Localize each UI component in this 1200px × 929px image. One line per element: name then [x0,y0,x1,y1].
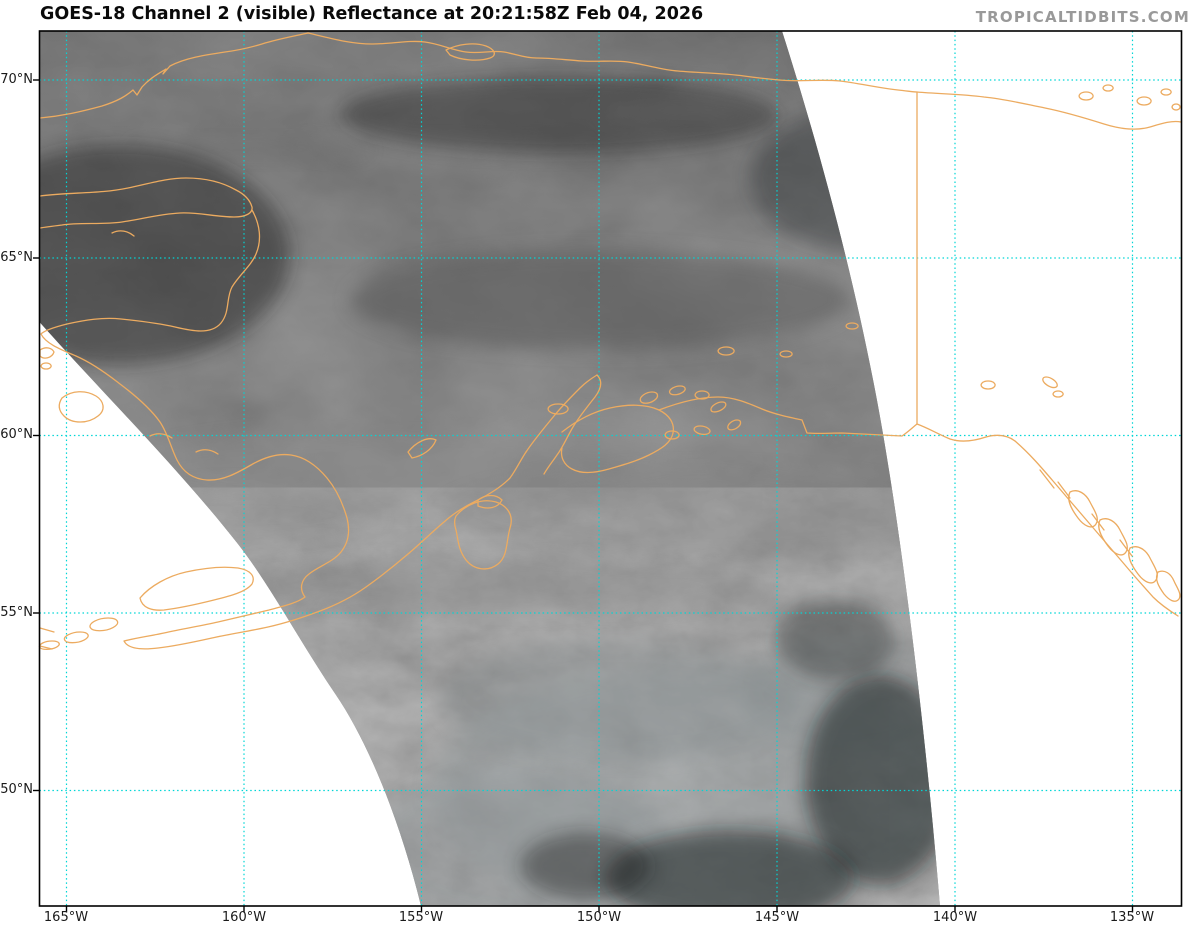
island-pws-4 [710,401,727,413]
coastline-gulf-coast [658,396,1016,442]
coastline-overlay [38,32,1182,651]
lon-tick-label-160w: 160°W [221,910,267,925]
island-panhandle-4 [1155,570,1181,602]
watermark: TROPICALTIDBITS.COM [975,8,1190,26]
island-pws-7 [664,430,680,440]
coastline-arctic-mid [307,32,780,81]
fjord-2 [1057,481,1071,499]
island-panhandle-1 [1068,490,1098,528]
axis-ticks [33,79,1134,913]
island-arctic-3 [1136,96,1152,106]
island-aleutian-edge-2 [39,645,53,650]
fjord-4 [1119,539,1133,557]
coastline-arctic-east [778,79,1182,130]
lat-tick-label-70n: 70°N [0,72,33,87]
island-pws-5 [727,419,742,431]
satellite-swath [39,31,940,906]
coastline-west-alaska [40,209,527,650]
lat-tick-label-60n: 60°N [0,427,33,442]
lon-tick-label-165w: 165°W [43,910,89,925]
coastline-seward-peninsula [39,177,253,229]
lake-2 [779,350,793,358]
island-se-3 [1052,390,1064,398]
island-pws-6 [693,425,711,436]
page-title: GOES-18 Channel 2 (visible) Reflectance … [40,4,704,24]
island-panhandle-2 [1098,518,1128,556]
lon-tick-label-145w: 145°W [754,910,800,925]
lon-tick-label-140w: 140°W [932,910,978,925]
coastline-arctic-lagoon [445,43,495,61]
coastline-cook-inlet-west [525,374,598,453]
lon-tick-label-155w: 155°W [398,910,444,925]
island-aleutian-edge-1 [39,627,55,633]
lake-iliamna [547,403,569,415]
delta-detail-1 [149,433,173,439]
lake-3 [845,322,859,330]
lake-1 [717,346,735,356]
island-nunivak [58,391,104,423]
island-afognak [477,494,503,509]
lat-tick-label-65n: 65°N [0,250,33,265]
fjord-3 [1091,513,1105,531]
island-pws-2 [668,385,686,396]
island-unimak [139,566,254,611]
island-stlawrence-1 [39,347,55,359]
lat-tick-label-55n: 55°N [0,605,33,620]
island-aleutian-1 [89,617,119,632]
island-arctic-1 [1078,91,1094,101]
island-arctic-4 [1160,88,1172,96]
lon-tick-label-135w: 135°W [1109,910,1155,925]
fjord-1 [1039,469,1055,489]
island-se-2 [1042,376,1058,389]
island-stlawrence-2 [40,362,52,370]
plot-border [38,30,1183,907]
island-pws-1 [639,391,659,404]
coastline-cook-inlet-east [543,374,602,475]
island-aleutian-2 [63,631,89,644]
island-arctic-2 [1102,84,1114,92]
island-kodiak [453,500,512,570]
island-pws-3 [694,390,710,400]
delta-detail-2 [195,449,219,455]
island-aleutian-3 [38,640,60,651]
coastline-panhandle [1014,440,1179,617]
coastline-kenai-peninsula [560,404,675,474]
coastline-seward-detail [111,230,135,237]
coastline-arctic-west [39,32,309,119]
island-arctic-5 [1171,103,1181,111]
island-se-1 [980,380,996,390]
lon-tick-label-150w: 150°W [576,910,622,925]
lat-tick-label-50n: 50°N [0,782,33,797]
bristol-detail [407,438,437,459]
island-panhandle-3 [1128,546,1158,584]
